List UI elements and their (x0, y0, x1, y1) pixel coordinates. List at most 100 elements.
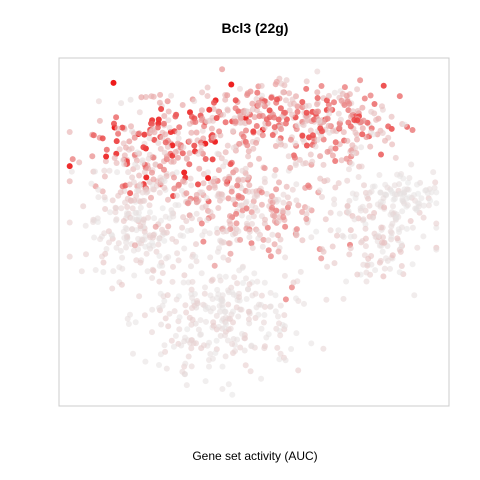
cell-point (246, 320, 253, 327)
cell-point (288, 284, 295, 291)
cell-point (315, 108, 321, 115)
cell-point (204, 169, 211, 176)
cell-point (392, 154, 399, 161)
cell-point (299, 237, 306, 244)
cell-point (153, 248, 160, 255)
cell-point (243, 275, 249, 282)
cell-point (399, 208, 406, 215)
cell-point (156, 236, 163, 242)
cell-point (172, 113, 179, 120)
cell-point (290, 100, 297, 107)
cell-point (161, 298, 168, 304)
cell-point (377, 189, 384, 196)
cell-point (186, 314, 193, 321)
cell-point (92, 267, 99, 273)
cell-point (222, 119, 229, 126)
cell-point (433, 189, 440, 196)
cell-point (420, 202, 427, 209)
cell-point (227, 213, 233, 220)
cell-point (124, 195, 131, 202)
cell-point (211, 99, 217, 106)
cell-point (414, 181, 420, 188)
cell-point (343, 278, 350, 285)
cell-point (170, 343, 177, 350)
cell-point (409, 261, 416, 268)
cell-point (378, 151, 384, 158)
cell-point (97, 236, 104, 243)
cell-point (133, 192, 140, 199)
cell-point (225, 240, 232, 247)
cell-point (100, 259, 107, 266)
cell-point (312, 143, 319, 150)
cell-point (267, 253, 274, 260)
cell-point (433, 200, 440, 207)
cell-point (275, 248, 282, 255)
cell-point (154, 124, 161, 131)
cell-point (136, 293, 143, 300)
cell-point (346, 166, 352, 173)
cell-point (245, 153, 252, 160)
cell-point (273, 186, 280, 193)
cell-point (196, 165, 203, 172)
cell-point (338, 157, 345, 164)
cell-point (194, 198, 201, 205)
cell-point (282, 296, 289, 303)
cell-point (397, 173, 403, 179)
cell-point (201, 228, 208, 235)
cell-point (68, 168, 75, 175)
cell-point (264, 224, 271, 231)
cell-point (275, 196, 282, 203)
cell-point (78, 268, 85, 275)
cell-point (155, 241, 162, 248)
cell-point (300, 160, 307, 167)
cell-point (198, 270, 205, 277)
cell-point (110, 268, 117, 275)
cell-point (282, 120, 289, 127)
cell-point (195, 150, 202, 157)
cell-point (153, 182, 160, 189)
cell-point (318, 255, 325, 262)
cell-point (231, 274, 238, 281)
cell-point (354, 136, 360, 143)
cell-point (406, 175, 413, 181)
cell-point (199, 89, 206, 96)
cell-point (214, 248, 221, 255)
cell-point (324, 177, 331, 184)
cell-point (346, 251, 353, 258)
cell-point (216, 302, 223, 309)
cell-point (204, 118, 210, 125)
cell-point (303, 109, 310, 116)
cell-point (250, 145, 257, 152)
cell-point (220, 228, 227, 235)
cell-point (335, 227, 342, 234)
cell-point (431, 184, 438, 191)
cell-point (260, 236, 267, 243)
cell-point (165, 117, 172, 124)
cell-point (275, 137, 282, 144)
cell-point (362, 235, 369, 242)
cell-point (160, 120, 167, 127)
cell-point (149, 169, 155, 176)
cell-point (90, 132, 97, 139)
cell-point (309, 132, 316, 139)
cell-point (279, 207, 286, 214)
cell-point (156, 278, 163, 285)
cell-point (119, 124, 126, 131)
cell-point (239, 212, 245, 219)
cell-point (243, 220, 250, 227)
cell-point (105, 228, 112, 235)
cell-point (295, 202, 302, 209)
cell-point (399, 197, 406, 204)
cell-point (195, 326, 202, 333)
cell-point (265, 237, 272, 244)
cell-point (274, 344, 281, 351)
cell-point (268, 94, 275, 101)
cell-point (320, 161, 327, 168)
cell-point (220, 111, 227, 118)
cell-point (293, 226, 300, 233)
cell-point (204, 217, 211, 223)
cell-point (198, 220, 205, 227)
cell-point (214, 229, 221, 236)
cell-point (210, 322, 217, 329)
cell-point (332, 139, 339, 146)
